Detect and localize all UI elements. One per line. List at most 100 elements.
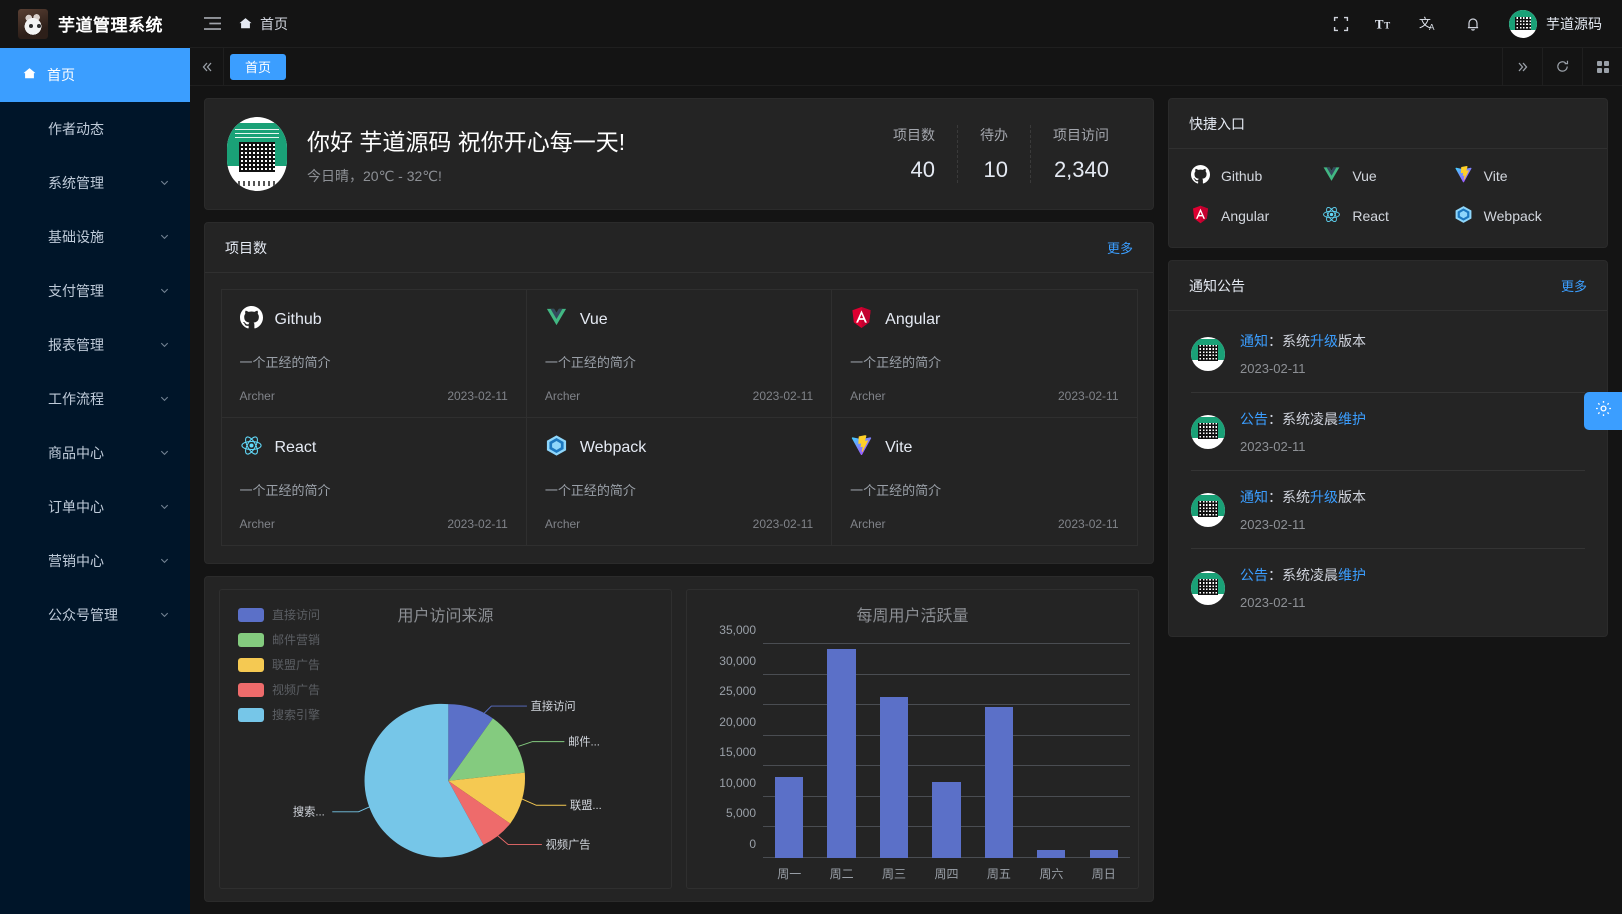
welcome-stats: 项目数 40 待办 10 项目访问 2,340 [871,125,1131,183]
fullscreen-icon[interactable] [1321,4,1361,44]
y-tick-label: 15,000 [719,745,756,760]
sidebar-item-label: 公众号管理 [48,607,118,623]
sidebar-item-infra[interactable]: 基础设施 [0,210,190,264]
home-icon [238,16,253,31]
project-name: Vue [579,310,608,328]
pie-annotation: 搜索... [293,805,325,819]
notice-avatar [1191,414,1225,449]
quick-entry-github[interactable]: Github [1191,165,1322,187]
breadcrumb[interactable]: 首页 [234,14,288,34]
sidebar-item-system[interactable]: 系统管理 [0,156,190,210]
notice-item[interactable]: 公告：系统凌晨维护 2023-02-11 [1191,549,1585,626]
menu-fold-icon[interactable] [190,0,234,48]
sidebar-item-home[interactable]: 首页 [0,48,190,102]
qr-avatar [227,117,287,191]
pie-annotations: 直接访问 邮件... 联盟... 视频广告 搜索... [293,699,602,852]
bar[interactable] [827,648,856,858]
body: 首页 作者动态 系统管理 基础设施 支付管理 报表管理 工作流程 [0,48,1622,914]
chevron-down-icon [159,229,170,245]
legend-item[interactable]: 直接访问 [238,606,320,623]
chevron-down-icon [159,607,170,623]
x-tick-label: 周四 [934,867,959,881]
quick-entry-angular[interactable]: Angular [1191,205,1322,227]
notice-date: 2023-02-11 [1240,439,1306,454]
header-actions: T T 文 A 芋道源码 [1321,4,1622,44]
svg-text:T: T [1375,17,1384,31]
bar[interactable] [879,696,909,858]
bar[interactable] [1037,850,1066,858]
project-date: 2023-02-11 [1058,388,1119,403]
bar-series [763,644,1130,858]
legend-item[interactable]: 视频广告 [238,681,320,698]
sidebar-item-mp[interactable]: 公众号管理 [0,588,190,642]
pie-canvas: 直接访问 邮件... 联盟... 视频广告 搜索... [220,648,671,882]
project-name: Github [274,310,322,328]
notice-title[interactable]: 公告：系统凌晨维护 [1240,411,1366,427]
legend-item[interactable]: 搜索引擎 [238,706,320,723]
font-size-icon[interactable]: T T [1365,4,1405,44]
svg-text:文: 文 [1419,16,1431,30]
bar[interactable] [775,776,804,858]
sidebar-item-pay[interactable]: 支付管理 [0,264,190,318]
project-date: 2023-02-11 [752,516,814,531]
sidebar-item-product[interactable]: 商品中心 [0,426,190,480]
double-chevron-left-icon[interactable] [190,48,224,85]
pie-slices [364,703,525,858]
stat-label: 待办 [980,127,1008,143]
notice-title[interactable]: 通知：系统升级版本 [1240,333,1366,349]
bell-icon[interactable] [1453,4,1493,44]
x-tick-label: 周六 [1039,867,1064,881]
project-card-vue[interactable]: Vue 一个正经的简介 Archer 2023-02-11 [525,288,833,418]
notices-list: 通知：系统升级版本 2023-02-11 公告：系统凌晨维护 2023-02-1… [1169,311,1607,636]
quick-entry-react[interactable]: React [1322,205,1453,227]
sidebar-item-workflow[interactable]: 工作流程 [0,372,190,426]
x-tick-label: 周五 [986,867,1011,881]
svg-text:A: A [1429,23,1435,32]
quick-entry-webpack[interactable]: Webpack [1454,205,1585,227]
notice-avatar [1191,336,1225,371]
project-card-github[interactable]: Github 一个正经的简介 Archer 2023-02-11 [220,288,527,418]
sidebar-item-label: 工作流程 [48,391,104,407]
welcome-card: 你好 芋道源码 祝你开心每一天! 今日晴，20℃ - 32℃! 项目数 40 待… [204,98,1154,210]
notice-title[interactable]: 通知：系统升级版本 [1240,489,1366,505]
translate-icon[interactable]: 文 A [1409,4,1449,44]
legend-item[interactable]: 邮件营销 [238,631,320,648]
grid-icon[interactable] [1582,48,1622,85]
project-card-angular[interactable]: Angular 一个正经的简介 Archer 2023-02-11 [831,288,1138,418]
logo-area[interactable]: 芋道管理系统 [0,0,190,48]
bar[interactable] [932,782,961,858]
quick-entry-vite[interactable]: Vite [1454,165,1585,187]
projects-more-link[interactable]: 更多 [1106,241,1133,256]
project-author: Archer [239,388,275,403]
sidebar-item-author-news[interactable]: 作者动态 [0,102,190,156]
tab-home[interactable]: 首页 [230,53,287,80]
quick-entry-label: Webpack [1483,208,1542,224]
bar[interactable] [984,706,1014,858]
double-chevron-right-icon[interactable] [1502,48,1542,85]
project-card-react[interactable]: React 一个正经的简介 Archer 2023-02-11 [220,416,527,546]
notice-item[interactable]: 通知：系统升级版本 2023-02-11 [1191,315,1585,393]
sidebar-item-label: 基础设施 [48,229,104,245]
project-author: Archer [544,516,581,531]
notices-more-link[interactable]: 更多 [1560,279,1587,294]
user-menu[interactable]: 芋道源码 [1497,9,1608,38]
y-tick-label: 25,000 [719,684,756,699]
y-tick-label: 30,000 [719,653,756,668]
notice-title[interactable]: 公告：系统凌晨维护 [1240,567,1366,583]
notice-item[interactable]: 公告：系统凌晨维护 2023-02-11 [1191,393,1585,471]
sidebar-item-report[interactable]: 报表管理 [0,318,190,372]
quick-entry-grid: Github Vue Vite [1169,149,1607,247]
project-card-webpack[interactable]: Webpack 一个正经的简介 Archer 2023-02-11 [525,416,833,546]
notices-title: 通知公告 [1189,277,1245,294]
bar[interactable] [1089,850,1118,858]
sidebar-item-marketing[interactable]: 营销中心 [0,534,190,588]
legend-item[interactable]: 联盟广告 [238,656,320,673]
sidebar-item-order[interactable]: 订单中心 [0,480,190,534]
right-column: 快捷入口 Github Vue [1168,98,1608,902]
notice-item[interactable]: 通知：系统升级版本 2023-02-11 [1191,471,1585,549]
stat-todo: 待办 10 [957,125,1030,183]
settings-drawer-handle[interactable] [1584,392,1622,430]
quick-entry-vue[interactable]: Vue [1322,165,1453,187]
refresh-icon[interactable] [1542,48,1582,85]
project-card-vite[interactable]: Vite 一个正经的简介 Archer 2023-02-11 [831,416,1138,546]
